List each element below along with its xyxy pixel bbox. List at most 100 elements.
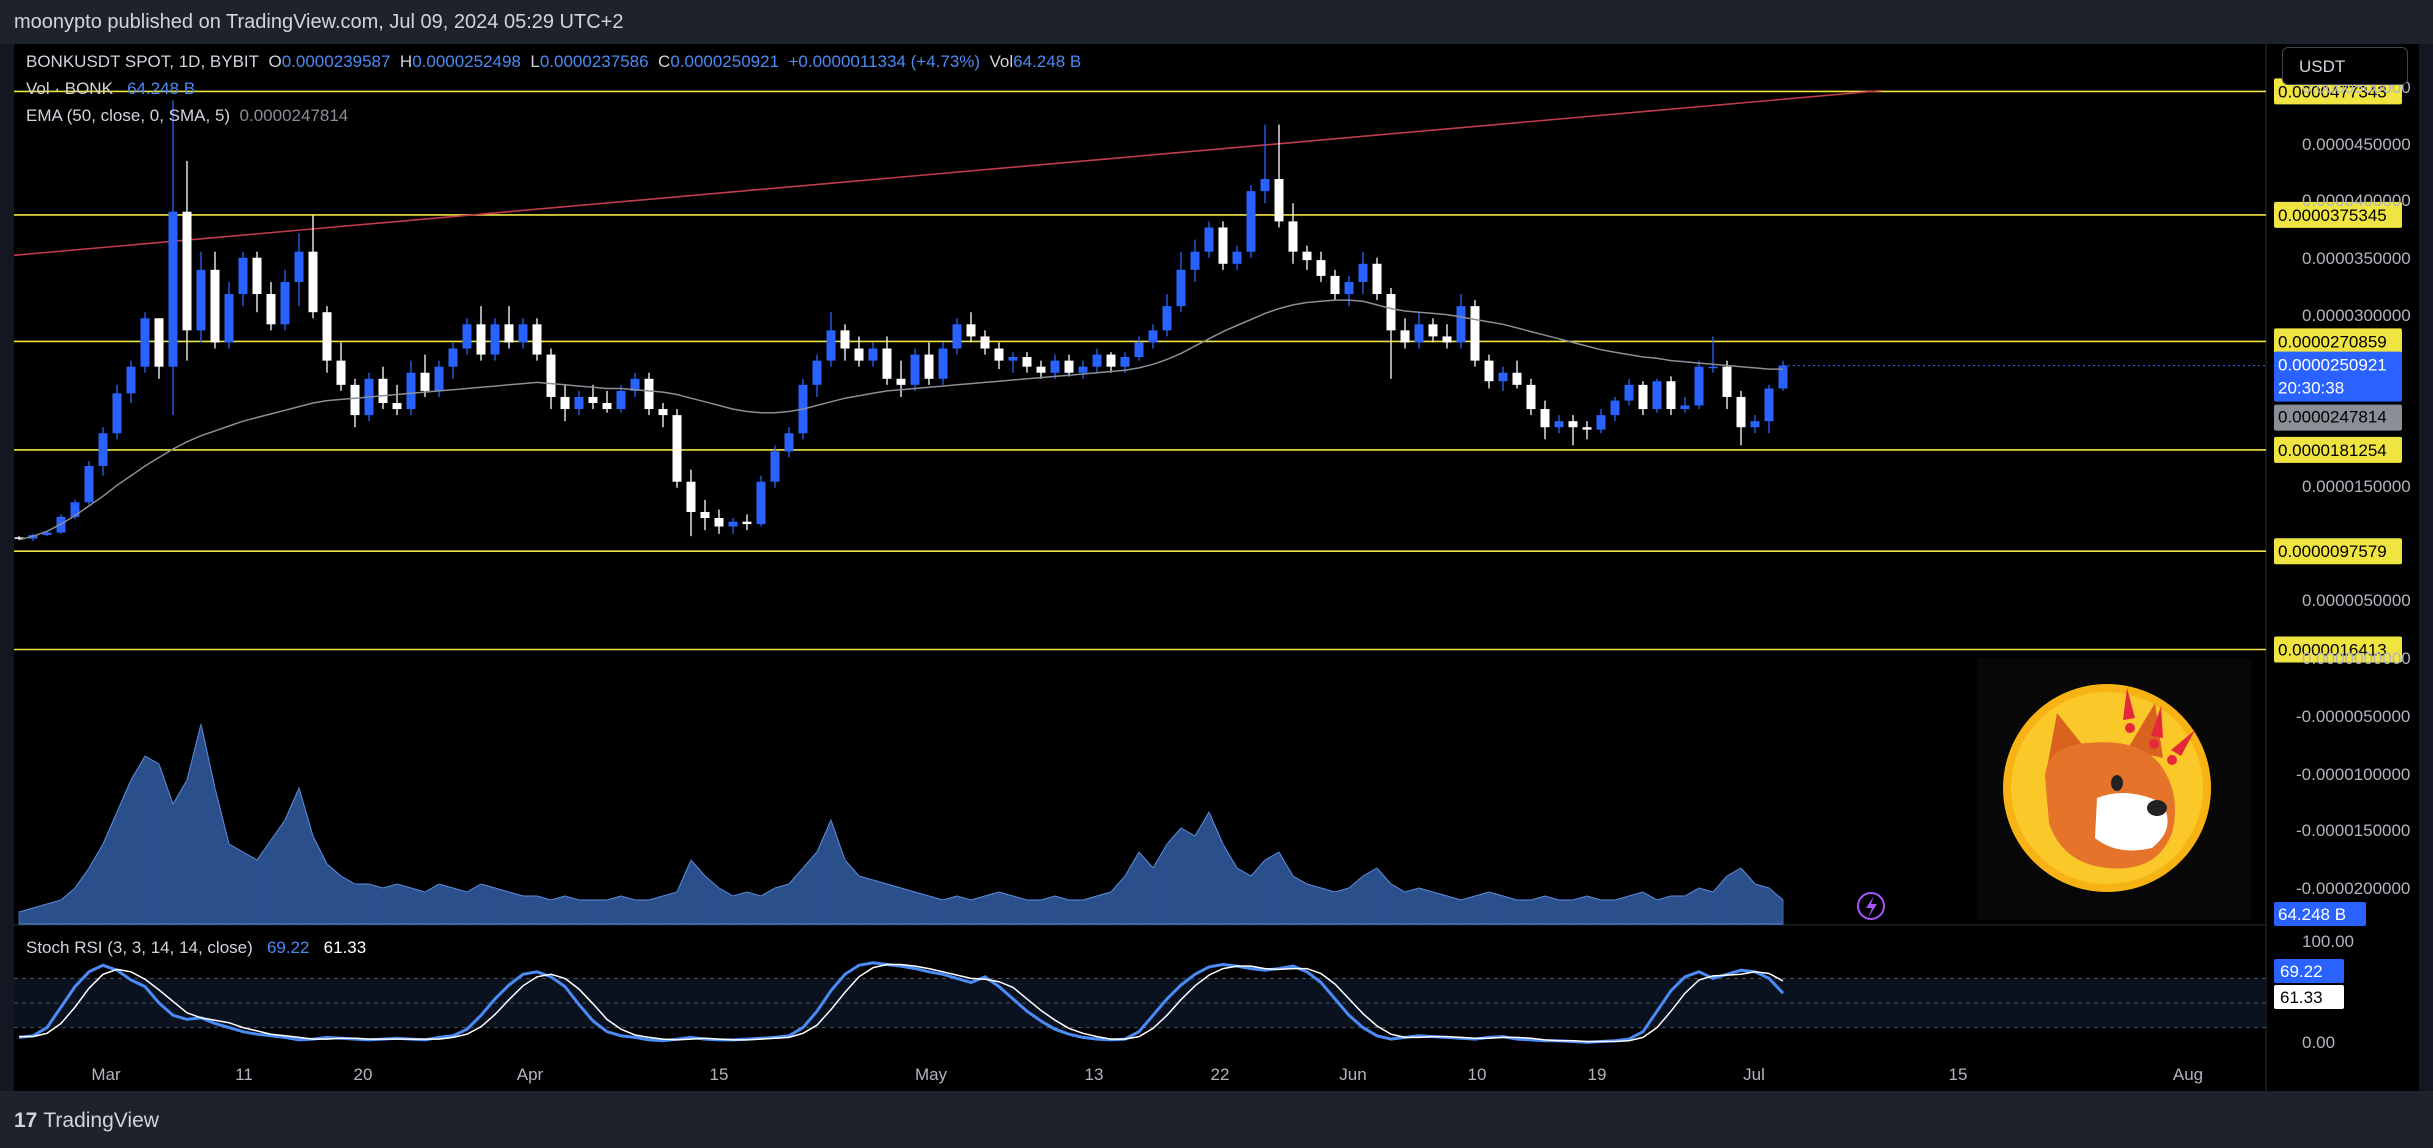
time-axis-label: Mar xyxy=(91,1065,121,1084)
candle-body xyxy=(308,251,318,313)
publish-line: moonypto published on TradingView.com, J… xyxy=(14,11,624,33)
high-value: 0.0000252498 xyxy=(412,52,521,71)
candle-body xyxy=(1092,354,1102,367)
time-axis-label: 20 xyxy=(354,1065,373,1084)
candle-body xyxy=(112,393,122,434)
price-tick-label: 0.0000150000 xyxy=(2302,477,2411,496)
candle-body xyxy=(1722,366,1732,397)
candle-body xyxy=(1666,381,1676,410)
close-value: 0.0000250921 xyxy=(670,52,780,71)
time-axis-label: Apr xyxy=(517,1065,544,1084)
candle-body xyxy=(1246,191,1256,252)
volume-title: Vol · BONK xyxy=(26,79,113,98)
candle-body xyxy=(252,257,262,295)
candle-body xyxy=(42,532,52,535)
candle-body xyxy=(140,318,150,367)
candle-body xyxy=(980,336,990,349)
candle-body xyxy=(546,354,556,397)
level-price-tag xyxy=(2274,636,2402,663)
candle-body xyxy=(406,372,416,410)
candle-body xyxy=(1106,354,1116,367)
candle-body xyxy=(532,324,542,355)
time-axis-label: 15 xyxy=(710,1065,729,1084)
candle-body xyxy=(896,378,906,385)
candle-body xyxy=(1204,227,1214,252)
candle-body xyxy=(700,511,710,519)
candle-body xyxy=(1778,365,1788,389)
price-tick-label: 0.0000450000 xyxy=(2302,135,2411,154)
ohlc-legend[interactable]: BONKUSDT SPOT, 1D, BYBIT O0.0000239587 H… xyxy=(26,52,1081,72)
candle-body xyxy=(812,360,822,385)
bonk-logo xyxy=(1977,658,2252,920)
time-axis-label: May xyxy=(915,1065,948,1084)
price-tick-label: 0.0000050000 xyxy=(2302,591,2411,610)
stoch-d-tag xyxy=(2274,985,2344,1009)
stoch-k-tag xyxy=(2274,959,2344,983)
candle-body xyxy=(84,465,94,503)
alert-bolt-glyph xyxy=(1866,896,1877,918)
candle-body xyxy=(1736,396,1746,428)
candle-body xyxy=(1694,366,1704,406)
candle-body xyxy=(686,481,696,512)
candle-body xyxy=(1358,263,1368,282)
candle-body xyxy=(1624,384,1634,401)
volume-legend[interactable]: Vol · BONK 64.248 B xyxy=(26,79,195,99)
stoch-d-tag-label: 61.33 xyxy=(2280,988,2323,1007)
candle-body xyxy=(1764,388,1774,422)
candle-body xyxy=(476,324,486,355)
level-price-tag xyxy=(2274,436,2402,463)
candle-body xyxy=(518,324,528,343)
tradingview-brand: TradingView xyxy=(43,1109,159,1132)
chart-panel[interactable]: 0.0000477343 0.0000375345 0.0000270859 0.00… xyxy=(14,44,2419,1091)
candle-body xyxy=(1050,360,1060,373)
candle-body xyxy=(952,324,962,349)
candle-body xyxy=(924,354,934,379)
candle-body xyxy=(1302,251,1312,261)
candle-body xyxy=(882,348,892,379)
candle-body xyxy=(420,372,430,391)
symbol-label[interactable]: BONKUSDT SPOT, 1D, BYBIT xyxy=(26,52,260,71)
candle-body xyxy=(728,521,738,527)
candle-body xyxy=(196,269,206,331)
tradingview-logo[interactable]: 17 TradingView xyxy=(14,1109,159,1133)
candle-body xyxy=(1680,405,1690,410)
candle-body xyxy=(644,378,654,410)
price-tick-label: 0.0000300000 xyxy=(2302,306,2411,325)
stoch-k-tag-label: 69.22 xyxy=(2280,962,2323,981)
candle-body xyxy=(1190,251,1200,270)
candle-body xyxy=(70,502,80,517)
time-axis-label: 11 xyxy=(235,1065,253,1084)
volume-legend-value: 64.248 B xyxy=(127,79,196,98)
currency-button[interactable]: USDT xyxy=(2282,47,2408,85)
time-axis-label: 22 xyxy=(1211,1065,1230,1084)
stoch-k-legend: 69.22 xyxy=(266,938,310,957)
level-price-label: 0.0000181254 xyxy=(2278,441,2387,460)
candle-body xyxy=(574,396,584,410)
candle-body xyxy=(1526,384,1536,410)
candle-body xyxy=(966,324,976,337)
chart-svg[interactable]: 0.0000477343 0.0000375345 0.0000270859 0.00… xyxy=(14,44,2419,1091)
low-value: 0.0000237586 xyxy=(539,52,649,71)
candle-body xyxy=(336,360,346,385)
volume-tag-label: 64.248 B xyxy=(2278,905,2346,924)
price-tick-label: 0.0000350000 xyxy=(2302,249,2411,268)
candle-body xyxy=(294,251,304,282)
oscillator-tick-label: -0.0000100000 xyxy=(2296,765,2410,784)
level-price-label: 0.0000270859 xyxy=(2278,332,2387,351)
candle-body xyxy=(238,257,248,295)
candle-body xyxy=(1554,421,1564,428)
candle-body xyxy=(672,415,682,482)
candle-body xyxy=(1330,275,1340,295)
level-price-tag xyxy=(2274,201,2402,228)
candle-body xyxy=(1036,366,1046,373)
stoch-legend[interactable]: Stoch RSI (3, 3, 14, 14, close) 69.22 61… xyxy=(26,938,366,958)
low-label: L xyxy=(530,52,540,71)
stoch-d-legend: 61.33 xyxy=(323,938,367,957)
candle-body xyxy=(784,433,794,452)
candle-body xyxy=(1414,324,1424,343)
candle-body xyxy=(378,378,388,404)
time-axis-label: 19 xyxy=(1588,1065,1607,1084)
ema-legend[interactable]: EMA (50, close, 0, SMA, 5) 0.0000247814 xyxy=(26,106,348,126)
candle-body xyxy=(1750,421,1760,428)
bonk-dog-icon xyxy=(2003,684,2211,892)
